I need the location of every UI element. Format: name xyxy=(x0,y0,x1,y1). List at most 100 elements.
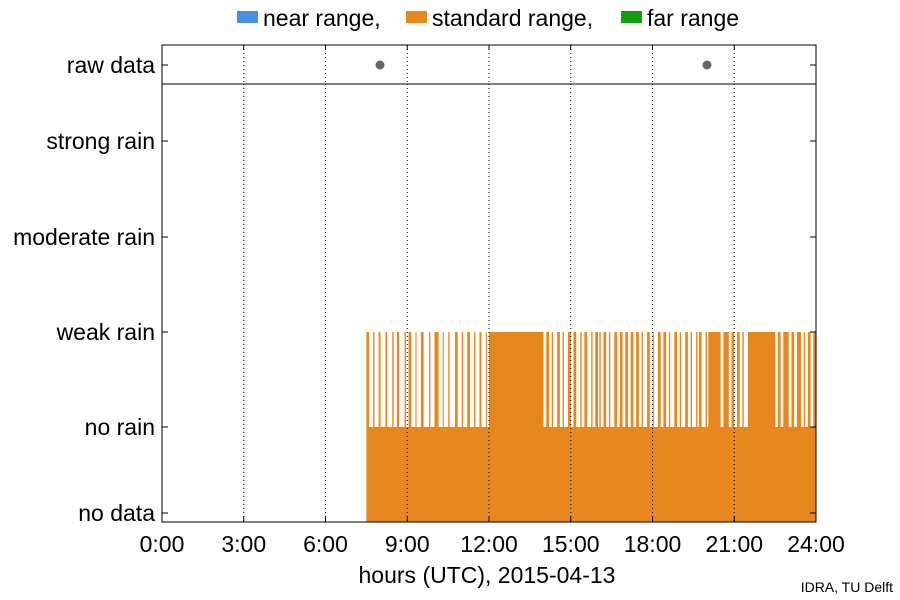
weak-rain-bar xyxy=(614,332,618,428)
legend-entry: far range xyxy=(621,5,739,31)
weak-rain-bar xyxy=(580,332,582,428)
x-tick-label: 18:00 xyxy=(624,531,682,557)
weak-rain-bar xyxy=(647,332,650,428)
weak-rain-bar xyxy=(474,332,476,428)
legend: near range, standard range, far range xyxy=(237,5,739,31)
weak-rain-bar xyxy=(608,332,611,428)
y-tick-label: weak rain xyxy=(56,319,155,345)
weak-rain-bar xyxy=(690,332,693,428)
legend-entry: standard range, xyxy=(406,5,593,31)
y-tick-label: no rain xyxy=(85,414,155,440)
x-tick-label: 0:00 xyxy=(140,531,185,557)
weak-rain-bar xyxy=(546,332,549,428)
weak-rain-bar xyxy=(668,332,671,428)
weak-rain-bar xyxy=(429,332,431,428)
weak-rain-bar xyxy=(807,332,811,428)
legend-label: far range xyxy=(647,5,739,31)
weak-rain-bar xyxy=(420,332,424,428)
raw-data-label: raw data xyxy=(67,52,155,78)
raw-panel-frame xyxy=(161,44,817,85)
raw-data-point xyxy=(702,60,712,70)
weak-rain-bar xyxy=(479,332,482,428)
x-axis: 0:00 3:00 6:00 9:00 12:00 15:00 18:00 21:00 24:0… xyxy=(140,45,845,557)
weak-rain-bar xyxy=(813,332,816,428)
legend-swatch xyxy=(621,11,642,23)
weak-rain-bar xyxy=(663,332,667,428)
x-tick-label: 6:00 xyxy=(303,531,348,557)
weak-rain-bar xyxy=(404,332,406,428)
x-tick-label: 12:00 xyxy=(460,531,518,557)
weak-rain-bar xyxy=(698,332,702,428)
legend-swatch xyxy=(237,11,258,23)
legend-label: near range, xyxy=(263,5,381,31)
weak-rain-bar xyxy=(373,332,375,428)
weak-rain-bar xyxy=(641,332,643,428)
weak-rain-bar xyxy=(630,332,634,428)
weak-rain-bar xyxy=(454,332,458,428)
weak-rain-bar xyxy=(595,332,598,428)
weak-rain-bar xyxy=(467,332,470,428)
x-tick-label: 21:00 xyxy=(705,531,763,557)
raw-data-point xyxy=(375,60,385,70)
weak-rain-bar xyxy=(696,332,698,428)
y-tick-label: no data xyxy=(78,500,155,526)
weak-rain-bar xyxy=(408,332,412,428)
weak-rain-bar xyxy=(736,332,740,428)
weak-rain-bar xyxy=(385,332,388,428)
weak-rain-bar xyxy=(461,332,464,428)
weak-rain-bar xyxy=(392,332,394,428)
weak-rain-bar xyxy=(378,332,381,428)
y-tick-label: strong rain xyxy=(46,128,155,154)
plot-area: no data no rain weak rain moderate rain stro… xyxy=(13,83,817,526)
x-tick-label: 3:00 xyxy=(221,531,266,557)
weak-rain-bar xyxy=(731,332,735,428)
x-tick-label: 9:00 xyxy=(385,531,430,557)
weak-rain-bar xyxy=(557,332,560,428)
weak-rain-bar xyxy=(591,332,593,428)
weak-rain-bar xyxy=(366,332,370,428)
weak-rain-bar xyxy=(442,332,444,428)
weak-rain-bar xyxy=(434,332,439,428)
weak-rain-bar xyxy=(603,332,607,428)
weak-rain-bar xyxy=(584,332,588,428)
weak-rain-bar xyxy=(685,332,688,428)
weak-rain-bar xyxy=(783,332,789,428)
weak-rain-bar xyxy=(657,332,661,428)
weak-rain-bar xyxy=(742,332,744,428)
weak-rain-bar xyxy=(791,332,795,428)
weak-rain-bar xyxy=(652,332,654,428)
weak-rain-bar xyxy=(396,332,400,428)
weak-rain-bar xyxy=(489,332,544,428)
legend-entry: near range, xyxy=(237,5,381,31)
weak-rain-bar xyxy=(803,332,806,428)
y-tick-label: moderate rain xyxy=(13,224,155,250)
weak-rain-bar xyxy=(415,332,417,428)
weak-rain-bar xyxy=(705,332,707,428)
weak-rain-bar xyxy=(485,332,487,428)
legend-label: standard range, xyxy=(432,5,593,31)
weak-rain-bar xyxy=(777,332,781,428)
weak-rain-bar xyxy=(636,332,639,428)
weak-rain-bar xyxy=(551,332,554,428)
weak-rain-bar xyxy=(708,332,721,428)
legend-swatch xyxy=(406,11,427,23)
weak-rain-bar xyxy=(674,332,678,428)
x-tick-label: 15:00 xyxy=(542,531,600,557)
raw-data-panel: raw data xyxy=(67,44,817,85)
weak-rain-bar xyxy=(568,332,571,428)
weak-rain-bar xyxy=(796,332,802,428)
weak-rain-bar xyxy=(599,332,601,428)
weak-rain-bar xyxy=(573,332,577,428)
weak-rain-bar xyxy=(562,332,564,428)
x-axis-label: hours (UTC), 2015-04-13 xyxy=(359,562,616,588)
weak-rain-bar xyxy=(679,332,682,428)
weak-rain-bar xyxy=(619,332,623,428)
weak-rain-bar xyxy=(723,332,729,428)
weak-rain-bar xyxy=(625,332,628,428)
weak-rain-bar xyxy=(747,332,776,428)
no-rain-bar xyxy=(366,427,816,522)
x-tick-label: 24:00 xyxy=(787,531,845,557)
weak-rain-bar xyxy=(448,332,450,428)
credit-text: IDRA, TU Delft xyxy=(801,579,893,595)
